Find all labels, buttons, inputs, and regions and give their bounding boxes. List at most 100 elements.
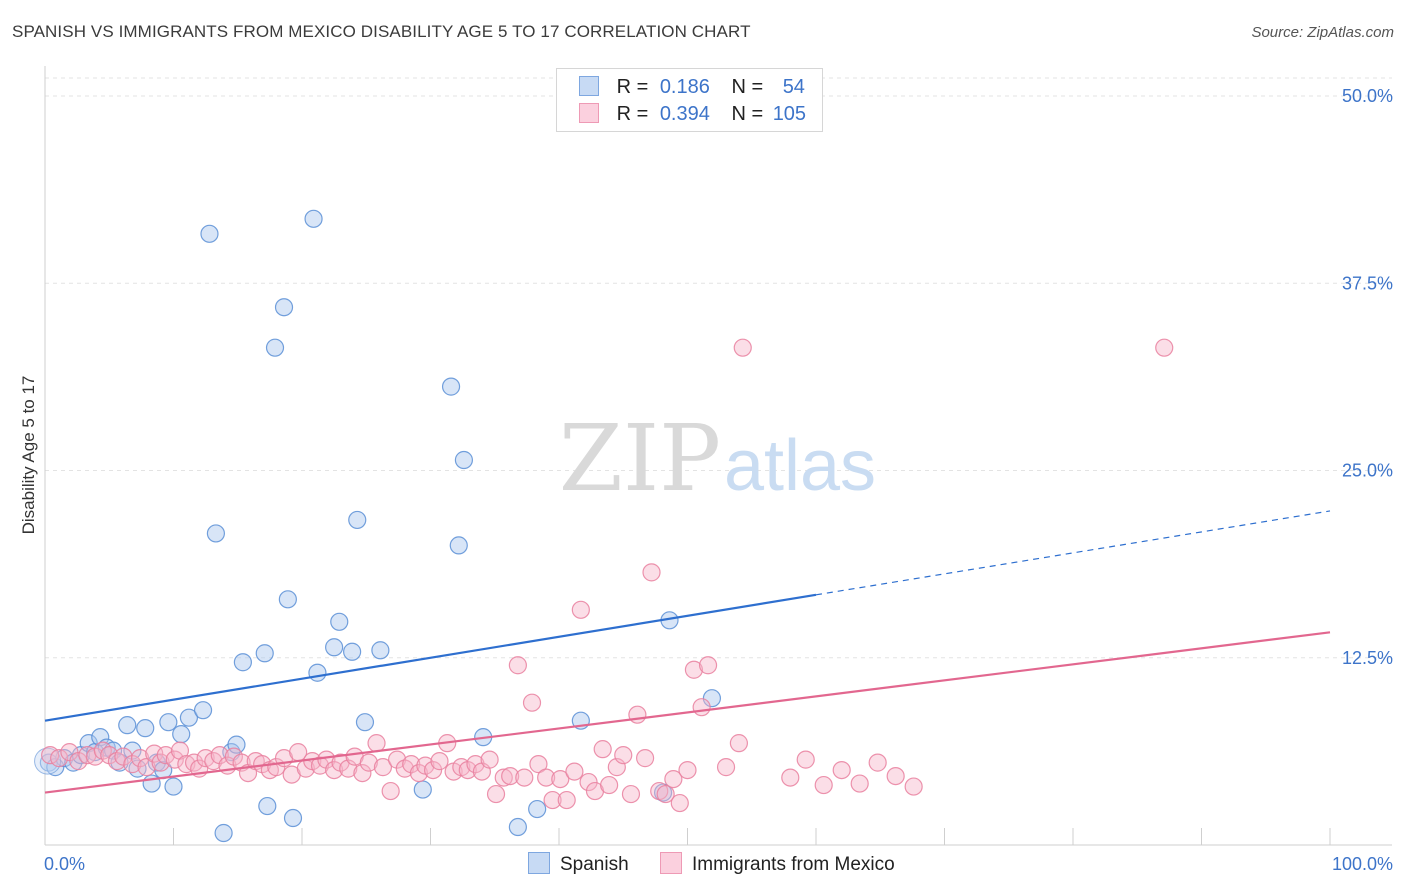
data-point — [367, 734, 386, 753]
data-point — [430, 752, 449, 771]
data-point — [118, 716, 137, 735]
data-point — [359, 753, 378, 772]
data-point — [642, 563, 661, 582]
data-point — [656, 784, 675, 804]
data-point — [353, 763, 372, 783]
data-point — [832, 760, 851, 780]
data-point — [165, 750, 184, 769]
data-point — [684, 660, 704, 679]
data-point — [565, 762, 584, 781]
stats-legend: R = 0.186 N = 54 R = 0.394 N = 105 — [556, 68, 823, 132]
data-point — [136, 719, 155, 738]
data-point — [69, 752, 88, 771]
data-point — [1155, 338, 1174, 357]
data-point — [156, 746, 175, 765]
y-tick-label: 37.5% — [1342, 273, 1393, 293]
data-point — [137, 758, 156, 777]
data-point — [343, 642, 362, 661]
axes — [44, 66, 1392, 846]
data-point — [423, 760, 443, 780]
data-point — [529, 755, 548, 774]
data-point — [258, 796, 277, 816]
data-point — [678, 760, 697, 780]
data-point — [635, 749, 655, 768]
x-tick-label: 100.0% — [1332, 854, 1393, 874]
data-point — [593, 740, 612, 759]
data-point — [371, 641, 390, 660]
data-point — [91, 728, 110, 747]
data-point — [850, 774, 869, 793]
data-point — [557, 790, 576, 810]
data-point — [373, 758, 393, 777]
data-point — [159, 713, 178, 732]
y-axis-label: Disability Age 5 to 17 — [19, 376, 38, 535]
bottom-legend-label-mexico: Immigrants from Mexico — [692, 854, 895, 875]
data-point — [796, 750, 815, 769]
watermark-atlas: atlas — [724, 426, 876, 506]
x-tick-label: 0.0% — [44, 854, 85, 874]
data-point — [729, 734, 749, 753]
watermark-zip: ZIP — [559, 405, 721, 512]
data-point — [233, 653, 252, 672]
trend-line-mexico — [44, 631, 1331, 794]
data-point — [814, 775, 833, 795]
data-point — [551, 769, 570, 789]
data-point — [227, 735, 246, 754]
data-point — [255, 644, 274, 663]
data-point — [193, 701, 213, 720]
data-point — [348, 510, 367, 530]
y-tick-label: 25.0% — [1342, 461, 1393, 481]
data-point — [304, 209, 323, 228]
data-point — [466, 755, 485, 774]
data-point — [670, 793, 689, 813]
y-tick-label: 12.5% — [1342, 648, 1393, 668]
legend-row-spanish: R = 0.186 N = 54 — [579, 76, 805, 100]
data-point — [214, 823, 233, 843]
data-point — [508, 656, 527, 675]
data-point — [522, 693, 542, 712]
data-point — [50, 749, 69, 768]
data-point — [628, 705, 647, 724]
y-tick-label: 50.0% — [1342, 86, 1393, 106]
data-point — [868, 753, 887, 772]
data-point — [172, 725, 191, 744]
data-point — [184, 753, 204, 772]
data-point — [528, 799, 547, 819]
legend-r-label: R = — [616, 103, 649, 125]
data-point — [621, 784, 641, 804]
data-point — [494, 768, 513, 787]
legend-n-label: N = — [731, 76, 764, 98]
data-point — [733, 338, 752, 357]
chart-source: Source: ZipAtlas.com — [1251, 24, 1394, 41]
data-point — [274, 298, 294, 317]
legend-swatch-spanish — [579, 76, 599, 96]
data-point — [537, 768, 556, 787]
chart-title: SPANISH VS IMMIGRANTS FROM MEXICO DISABI… — [12, 22, 751, 41]
data-point — [123, 741, 142, 760]
tick-labels: 12.5% 25.0% 37.5% 50.0% 0.0% 100.0% Disability… — [19, 86, 1393, 874]
data-point — [441, 377, 461, 396]
data-point — [164, 777, 183, 796]
bottom-legend-label-spanish: Spanish — [560, 854, 629, 875]
data-point — [480, 750, 499, 769]
bottom-legend-spanish: Spanish — [528, 852, 629, 876]
data-point — [145, 744, 164, 763]
data-point — [449, 536, 468, 555]
data-point — [698, 656, 718, 675]
legend-n-label: N = — [731, 103, 764, 125]
data-point — [130, 749, 150, 768]
legend-r-value: 0.186 — [659, 76, 710, 98]
data-point — [600, 775, 619, 795]
legend-r-value: 0.394 — [659, 103, 710, 125]
data-point — [501, 766, 520, 786]
data-point — [886, 766, 905, 786]
data-point — [508, 817, 527, 837]
data-point — [413, 780, 432, 799]
data-point — [454, 450, 474, 470]
data-point — [283, 808, 303, 828]
data-point — [614, 746, 633, 765]
data-point — [664, 769, 683, 789]
data-point — [409, 763, 429, 783]
data-point — [206, 524, 226, 543]
